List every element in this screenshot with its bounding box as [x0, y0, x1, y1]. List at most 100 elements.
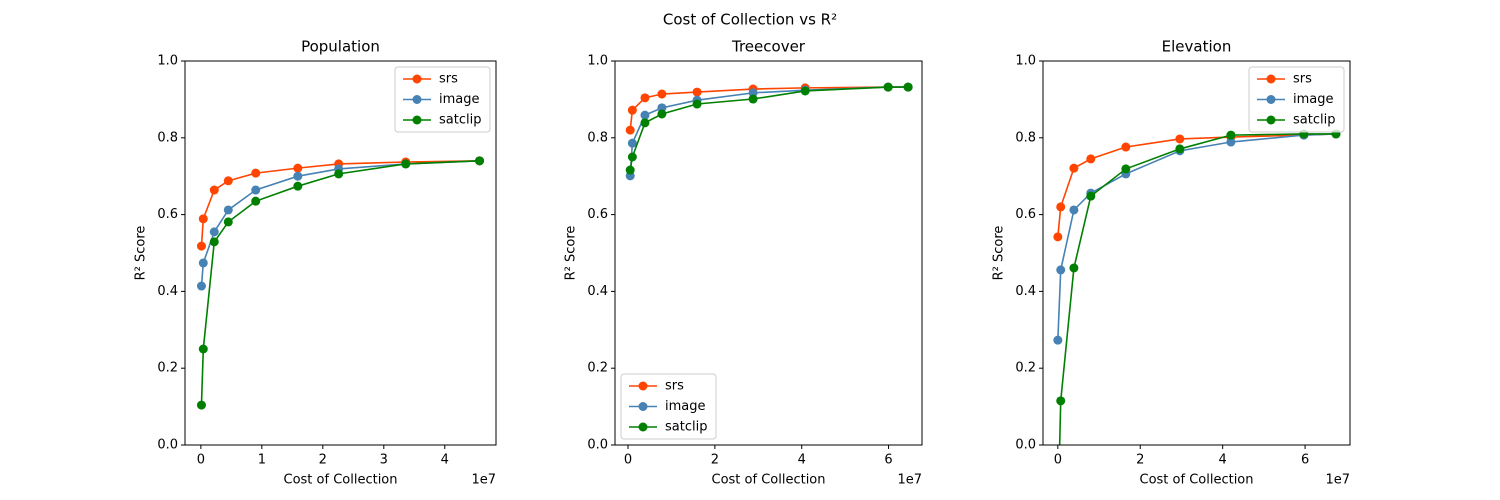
- x-offset-label: 1e7: [1325, 473, 1350, 488]
- x-tick-label: 0: [1054, 453, 1062, 468]
- marker: [1175, 144, 1185, 154]
- marker: [401, 159, 411, 169]
- x-tick-label: 0: [624, 453, 632, 468]
- marker: [223, 205, 233, 215]
- legend-label: satclip: [1293, 113, 1335, 128]
- x-tick-label: 6: [884, 453, 892, 468]
- marker: [1053, 232, 1063, 242]
- marker: [748, 94, 758, 104]
- marker: [293, 171, 303, 181]
- marker: [293, 163, 303, 173]
- axes-frame: [184, 60, 497, 446]
- x-axis-label: Cost of Collection: [712, 473, 826, 488]
- marker: [1086, 154, 1096, 164]
- plot-area: [196, 156, 485, 410]
- series-line: [1057, 133, 1337, 237]
- y-tick-label: 0.6: [587, 207, 608, 222]
- legend-label: image: [1293, 92, 1334, 107]
- marker: [640, 118, 650, 128]
- axes-frame: [614, 60, 923, 446]
- x-tick-label: 2: [1136, 453, 1144, 468]
- marker: [657, 109, 667, 119]
- marker: [627, 105, 637, 115]
- y-tick-label: 0.8: [1015, 130, 1036, 145]
- series-line: [629, 86, 909, 171]
- subplot-title: Elevation: [1162, 38, 1232, 56]
- legend-box: [394, 66, 491, 133]
- marker: [1069, 163, 1079, 173]
- y-tick-label: 0.4: [1015, 284, 1036, 299]
- marker: [1056, 396, 1066, 406]
- y-tick-label: 0.2: [157, 361, 178, 376]
- marker: [1121, 142, 1131, 152]
- x-axis-label: Cost of Collection: [284, 473, 398, 488]
- series-line: [200, 160, 480, 287]
- plot-area: [1053, 129, 1341, 445]
- marker: [198, 258, 208, 268]
- marker: [1226, 130, 1236, 140]
- marker: [1226, 137, 1236, 147]
- marker: [657, 89, 667, 99]
- marker: [209, 185, 219, 195]
- y-tick-label: 0.4: [587, 284, 608, 299]
- x-tick-label: 2: [711, 453, 719, 468]
- legend-label: satclip: [439, 113, 481, 128]
- y-tick-label: 1.0: [157, 54, 178, 69]
- legend-label: image: [665, 399, 706, 414]
- y-tick-label: 1.0: [1015, 54, 1036, 69]
- legend-marker: [1266, 95, 1276, 104]
- x-axis-label: Cost of Collection: [1140, 473, 1254, 488]
- y-tick-label: 0.0: [1015, 438, 1036, 453]
- marker: [251, 185, 261, 195]
- y-tick-label: 0.6: [157, 207, 178, 222]
- legend-marker: [1266, 74, 1276, 84]
- series-line: [200, 160, 480, 406]
- marker: [627, 152, 637, 162]
- series-line: [629, 86, 909, 176]
- legend-box: [620, 373, 717, 440]
- marker: [883, 82, 893, 92]
- legend-label: srs: [665, 379, 684, 394]
- legend-box: [1248, 66, 1345, 133]
- x-tick-label: 3: [380, 453, 388, 468]
- x-tick-label: 0: [197, 453, 205, 468]
- subplot: Population Cost of Collection R² Score 1e7 0…: [134, 38, 497, 488]
- y-axis-label: R² Score: [992, 226, 1007, 281]
- marker: [196, 400, 206, 410]
- y-tick-label: 0.8: [157, 130, 178, 145]
- marker: [625, 165, 635, 175]
- marker: [251, 168, 261, 178]
- marker: [475, 156, 485, 166]
- legend-label: srs: [439, 72, 458, 87]
- y-tick-label: 0.6: [1015, 207, 1036, 222]
- marker: [1069, 263, 1079, 273]
- y-tick-label: 0.8: [587, 130, 608, 145]
- subplot-title: Treecover: [731, 38, 806, 56]
- marker: [198, 344, 208, 354]
- marker: [196, 281, 206, 291]
- marker: [1121, 164, 1131, 174]
- x-offset-label: 1e7: [897, 473, 922, 488]
- x-tick-label: 4: [441, 453, 449, 468]
- marker: [223, 217, 233, 227]
- marker: [223, 176, 233, 186]
- legend-marker: [412, 74, 422, 84]
- marker: [209, 237, 219, 247]
- legend-marker: [412, 95, 422, 104]
- legend-marker: [1266, 115, 1276, 125]
- figure-title: Cost of Collection vs R²: [663, 11, 837, 29]
- legend-marker: [638, 402, 648, 411]
- marker: [640, 93, 650, 103]
- x-tick-label: 4: [1219, 453, 1227, 468]
- marker: [625, 125, 635, 135]
- marker: [1053, 335, 1063, 345]
- marker: [1056, 265, 1066, 275]
- marker: [198, 214, 208, 224]
- marker: [692, 99, 702, 109]
- legend-marker: [412, 115, 422, 125]
- y-tick-label: 0.0: [157, 438, 178, 453]
- marker: [903, 82, 913, 92]
- marker: [627, 138, 637, 148]
- y-tick-label: 0.0: [587, 438, 608, 453]
